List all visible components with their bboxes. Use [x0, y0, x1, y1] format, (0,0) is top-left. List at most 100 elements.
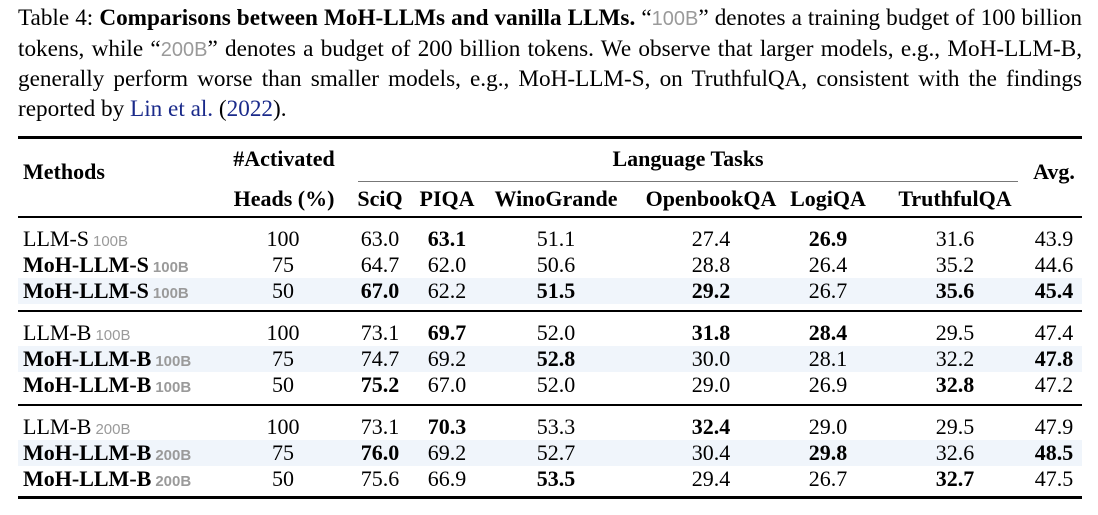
- method-name: MoH-LLM-B: [23, 440, 152, 465]
- score-cell-openbookqa: 29.4: [691, 466, 731, 491]
- activated-heads-cell: 50: [272, 278, 294, 303]
- score-cell-sciq: 73.1: [360, 320, 400, 345]
- header-language-tasks: Language Tasks: [612, 146, 764, 171]
- score-cell-logiqa: 29.8: [808, 440, 848, 465]
- score-cell-sciq: 64.7: [360, 252, 400, 277]
- score-cell-winogrande: 53.5: [536, 466, 576, 491]
- method-name: MoH-LLM-S: [23, 252, 149, 277]
- training-budget: 100B: [152, 259, 189, 276]
- highlight-row-background: [18, 440, 1082, 466]
- method-cell: MoH-LLM-S 100B: [23, 252, 189, 281]
- citation-year-link[interactable]: 2022: [226, 95, 274, 122]
- score-cell-truthfulqa: 29.5: [935, 320, 975, 345]
- score-cell-logiqa: 28.4: [808, 320, 848, 345]
- header-activated-line1: #Activated: [233, 146, 335, 171]
- header-methods: Methods: [23, 159, 105, 184]
- method-cell: LLM-S 100B: [23, 226, 128, 255]
- table-caption: Table 4: Comparisons between MoH-LLMs an…: [18, 5, 1083, 122]
- score-cell-openbookqa: 27.4: [691, 226, 731, 251]
- score-cell-piqa: 69.7: [427, 320, 467, 345]
- score-cell-openbookqa: 31.8: [691, 320, 731, 345]
- score-cell-logiqa: 26.9: [808, 226, 848, 251]
- score-cell-truthfulqa: 35.2: [935, 252, 975, 277]
- header-task-sciq: SciQ: [357, 186, 403, 211]
- avg-cell: 47.2: [1034, 372, 1074, 397]
- score-cell-piqa: 67.0: [427, 372, 467, 397]
- method-cell: MoH-LLM-B 200B: [23, 466, 191, 495]
- score-cell-openbookqa: 30.4: [691, 440, 731, 465]
- score-cell-sciq: 75.2: [360, 372, 400, 397]
- score-cell-logiqa: 26.4: [808, 252, 848, 277]
- score-cell-winogrande: 51.5: [536, 278, 576, 303]
- score-cell-truthfulqa: 31.6: [935, 226, 975, 251]
- score-cell-piqa: 62.2: [427, 278, 467, 303]
- score-cell-openbookqa: 29.2: [691, 278, 731, 303]
- score-cell-winogrande: 52.0: [536, 372, 576, 397]
- score-cell-truthfulqa: 32.7: [935, 466, 975, 491]
- method-name: LLM-S: [23, 226, 89, 251]
- avg-cell: 44.6: [1034, 252, 1074, 277]
- score-cell-logiqa: 29.0: [808, 414, 848, 439]
- score-cell-piqa: 69.2: [427, 346, 467, 371]
- score-cell-sciq: 63.0: [360, 226, 400, 251]
- avg-cell: 47.8: [1034, 346, 1074, 371]
- avg-cell: 48.5: [1034, 440, 1074, 465]
- highlight-row-background: [18, 278, 1082, 304]
- header-task-openbookqa: OpenbookQA: [645, 186, 777, 211]
- citation-author-link[interactable]: Lin et al.: [130, 95, 214, 122]
- score-cell-truthfulqa: 32.8: [935, 372, 975, 397]
- activated-heads-cell: 100: [266, 320, 300, 345]
- header-task-piqa: PIQA: [419, 186, 475, 211]
- caption-text-3: ” denotes a budget of 200 billion tokens…: [18, 35, 1082, 122]
- caption-budget-200: 200B: [160, 38, 208, 61]
- score-cell-truthfulqa: 29.5: [935, 414, 975, 439]
- training-budget: 100B: [95, 327, 131, 344]
- score-cell-winogrande: 52.7: [536, 440, 576, 465]
- training-budget: 100B: [93, 233, 129, 250]
- caption-label: Table 4:: [18, 5, 94, 31]
- caption-text-4: ).: [273, 95, 287, 122]
- avg-cell: 47.4: [1034, 320, 1074, 345]
- method-cell: LLM-B 200B: [23, 414, 131, 443]
- avg-cell: 45.4: [1034, 278, 1074, 303]
- training-budget: 100B: [152, 285, 189, 302]
- method-name: LLM-B: [23, 414, 92, 439]
- method-cell: MoH-LLM-B 100B: [23, 346, 191, 375]
- score-cell-truthfulqa: 32.2: [935, 346, 975, 371]
- score-cell-openbookqa: 30.0: [691, 346, 731, 371]
- method-cell: MoH-LLM-S 100B: [23, 278, 189, 307]
- score-cell-openbookqa: 29.0: [691, 372, 731, 397]
- training-budget: 200B: [155, 473, 192, 490]
- method-name: MoH-LLM-B: [23, 346, 152, 371]
- table-top-rule: [18, 136, 1082, 139]
- score-cell-winogrande: 53.3: [536, 414, 576, 439]
- score-cell-winogrande: 52.0: [536, 320, 576, 345]
- method-name: LLM-B: [23, 320, 92, 345]
- activated-heads-cell: 50: [272, 466, 294, 491]
- training-budget: 100B: [155, 353, 192, 370]
- method-cell: MoH-LLM-B 200B: [23, 440, 191, 469]
- highlight-row-background: [18, 346, 1082, 372]
- avg-cell: 47.9: [1034, 414, 1074, 439]
- group-1-bottom-rule: [18, 310, 1082, 312]
- activated-heads-cell: 75: [272, 252, 294, 277]
- avg-cell: 43.9: [1034, 226, 1074, 251]
- method-name: MoH-LLM-S: [23, 278, 149, 303]
- method-cell: MoH-LLM-B 100B: [23, 372, 191, 401]
- score-cell-piqa: 69.2: [427, 440, 467, 465]
- header-avg: Avg.: [1033, 159, 1075, 184]
- caption-text-2: ” denotes a training budget of 100 billi…: [18, 5, 1083, 62]
- score-cell-winogrande: 50.6: [536, 252, 576, 277]
- score-cell-sciq: 73.1: [360, 414, 400, 439]
- method-name: MoH-LLM-B: [23, 372, 152, 397]
- score-cell-openbookqa: 32.4: [691, 414, 731, 439]
- caption-budget-100: 100B: [651, 8, 699, 30]
- score-cell-logiqa: 26.7: [808, 466, 848, 491]
- score-cell-truthfulqa: 35.6: [935, 278, 975, 303]
- caption-title: Comparisons between MoH-LLMs and vanilla…: [99, 5, 636, 31]
- score-cell-piqa: 62.0: [427, 252, 467, 277]
- header-activated-line2: Heads (%): [233, 186, 335, 211]
- method-name: MoH-LLM-B: [23, 466, 152, 491]
- score-cell-truthfulqa: 32.6: [935, 440, 975, 465]
